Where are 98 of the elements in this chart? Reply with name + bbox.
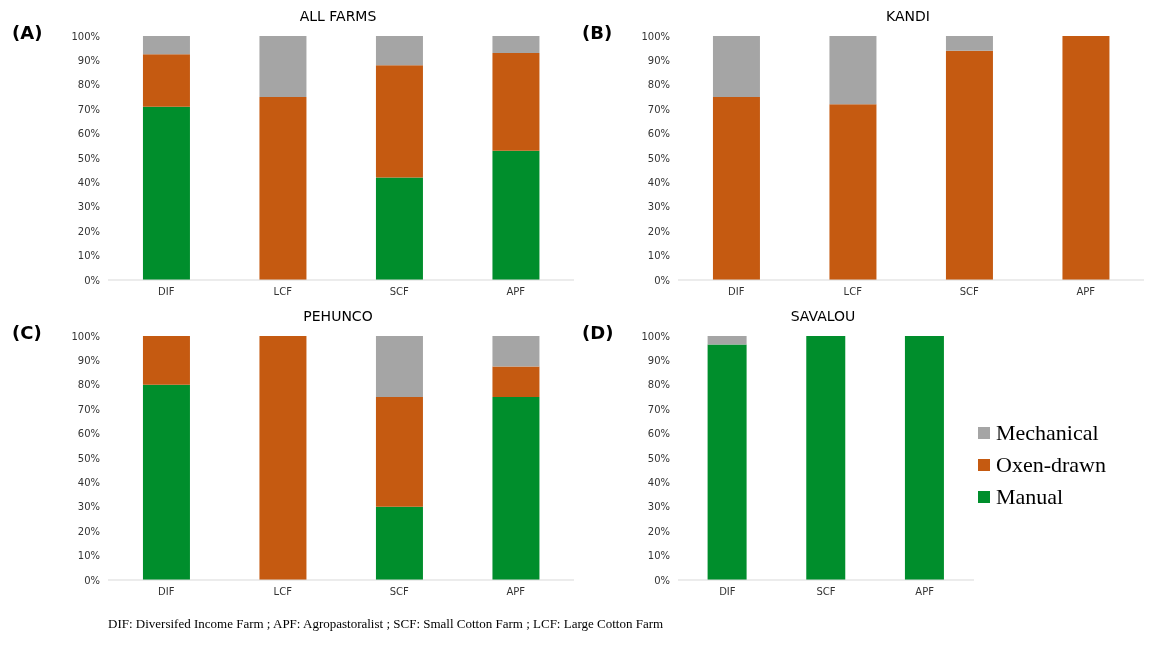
x-tick-label: DIF [158,286,175,298]
chart-title: PEHUNCO [303,308,373,324]
bar [375,177,423,280]
y-tick-label: 10% [77,550,100,562]
y-tick-label: 60% [647,128,670,140]
y-tick-label: 90% [647,54,670,66]
x-tick-label: SCF [816,586,836,598]
bar [945,36,993,51]
y-tick-label: 20% [77,225,100,237]
y-tick-label: 10% [647,250,670,262]
y-tick-label: 60% [77,428,100,440]
bar [945,50,993,280]
text: DIF: Diversifed Income Farm ; APF: Agropastoralist ; SCF: Small Cotton Farm ; LCF: Large Cotton Farm [108,616,665,632]
y-tick-label: 0% [654,574,670,586]
y-tick-label: 100% [71,30,100,42]
bar [142,36,190,55]
y-tick-label: 70% [647,403,670,415]
y-tick-label: 20% [647,525,670,537]
legend-label: Mechanical [996,420,1099,446]
bar [829,104,877,280]
y-tick-label: 0% [654,274,670,286]
bar [142,54,190,107]
x-tick-label: APF [506,286,526,298]
y-tick-label: 70% [77,103,100,115]
bar [259,36,307,97]
y-tick-label: 30% [647,501,670,513]
bar [1062,36,1110,280]
legend-label: Oxen-drawn [996,452,1106,478]
y-tick-label: 100% [71,330,100,342]
y-tick-label: 90% [77,354,100,366]
y-tick-label: 80% [647,79,670,91]
y-tick-label: 40% [647,176,670,188]
y-tick-label: 0% [84,274,100,286]
y-tick-label: 30% [77,201,100,213]
bar [492,36,540,54]
bar [712,97,760,280]
text: (D) [582,322,614,343]
bar [375,36,423,66]
y-tick-label: 80% [647,379,670,391]
y-tick-label: 10% [77,250,100,262]
y-tick-label: 50% [77,152,100,164]
text: (B) [582,22,613,43]
bar [375,506,423,580]
y-tick-label: 30% [647,201,670,213]
bar [142,384,190,580]
x-tick-label: DIF [719,586,736,598]
bar [492,150,540,280]
text: (A) [12,22,43,43]
bar [142,106,190,280]
x-tick-label: APF [1076,286,1096,298]
y-tick-label: 40% [77,176,100,188]
x-tick-label: LCF [843,286,863,298]
bar [492,53,540,151]
bar [142,336,190,385]
y-tick-label: 20% [77,525,100,537]
x-tick-label: LCF [273,286,293,298]
bar [829,36,877,105]
y-tick-label: 100% [641,30,670,42]
y-tick-label: 70% [647,103,670,115]
x-tick-label: DIF [728,286,745,298]
text: (C) [12,322,42,343]
chart-title: SAVALOU [790,308,856,324]
y-tick-label: 100% [641,330,670,342]
bar [712,36,760,97]
bar [492,397,540,580]
x-tick-label: SCF [389,286,410,298]
y-tick-label: 90% [647,354,670,366]
y-tick-label: 40% [647,476,670,488]
y-tick-label: 60% [647,428,670,440]
bar [492,336,540,367]
bar [375,336,423,397]
y-tick-label: 10% [647,550,670,562]
x-tick-label: SCF [959,286,980,298]
y-tick-label: 60% [77,128,100,140]
bar [492,366,540,397]
bar [259,97,307,280]
bar [375,397,423,507]
y-tick-label: 80% [77,79,100,91]
y-tick-label: 50% [647,452,670,464]
y-tick-label: 30% [77,501,100,513]
x-tick-label: LCF [273,586,293,598]
legend-label: Manual [996,484,1064,510]
x-tick-label: SCF [389,586,410,598]
y-tick-label: 80% [77,379,100,391]
chart-title: ALL FARMS [299,8,377,24]
y-tick-label: 40% [77,476,100,488]
y-tick-label: 50% [647,152,670,164]
x-tick-label: APF [506,586,526,598]
chart-title: KANDI [886,8,930,24]
bar [259,336,307,580]
y-tick-label: 90% [77,54,100,66]
x-tick-label: DIF [158,586,175,598]
y-tick-label: 0% [84,574,100,586]
y-tick-label: 70% [77,403,100,415]
bar [375,65,423,178]
x-tick-label: APF [915,586,935,598]
y-tick-label: 50% [77,452,100,464]
y-tick-label: 20% [647,225,670,237]
